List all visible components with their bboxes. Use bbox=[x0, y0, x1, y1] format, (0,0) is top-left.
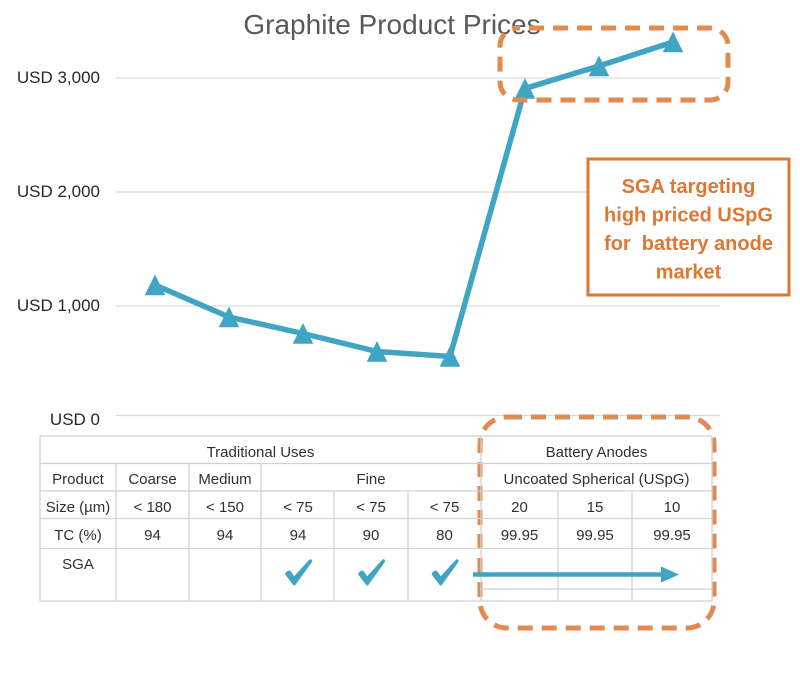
svg-text:< 75: < 75 bbox=[430, 499, 460, 516]
svg-text:99.95: 99.95 bbox=[653, 527, 691, 544]
svg-text:20: 20 bbox=[511, 499, 528, 516]
svg-text:< 75: < 75 bbox=[283, 499, 313, 516]
svg-text:Product: Product bbox=[52, 471, 105, 488]
svg-text:USD 3,000: USD 3,000 bbox=[17, 68, 100, 87]
svg-text:SGA targeting: SGA targeting bbox=[622, 176, 756, 198]
svg-text:market: market bbox=[656, 262, 722, 284]
svg-text:< 180: < 180 bbox=[134, 499, 172, 516]
svg-text:USD 0: USD 0 bbox=[50, 410, 100, 429]
svg-text:Graphite Product Prices: Graphite Product Prices bbox=[243, 9, 540, 40]
svg-text:94: 94 bbox=[144, 527, 161, 544]
svg-text:94: 94 bbox=[290, 527, 307, 544]
svg-text:USD 2,000: USD 2,000 bbox=[17, 182, 100, 201]
svg-text:15: 15 bbox=[587, 499, 604, 516]
svg-text:Traditional Uses: Traditional Uses bbox=[207, 444, 315, 461]
svg-text:Medium: Medium bbox=[198, 471, 251, 488]
svg-text:< 150: < 150 bbox=[206, 499, 244, 516]
svg-text:high priced USpG: high priced USpG bbox=[604, 205, 773, 227]
svg-text:< 75: < 75 bbox=[356, 499, 386, 516]
svg-text:Coarse: Coarse bbox=[128, 471, 176, 488]
svg-text:Battery Anodes: Battery Anodes bbox=[546, 444, 648, 461]
svg-text:90: 90 bbox=[363, 527, 380, 544]
svg-text:10: 10 bbox=[664, 499, 681, 516]
svg-text:94: 94 bbox=[217, 527, 234, 544]
svg-text:SGA: SGA bbox=[62, 556, 94, 573]
svg-text:for battery anode: for battery anode bbox=[604, 233, 773, 255]
svg-text:Fine: Fine bbox=[356, 471, 385, 488]
svg-text:Uncoated Spherical (USpG): Uncoated Spherical (USpG) bbox=[504, 471, 690, 488]
svg-text:Size (µm): Size (µm) bbox=[46, 499, 110, 516]
svg-text:USD 1,000: USD 1,000 bbox=[17, 296, 100, 315]
svg-text:99.95: 99.95 bbox=[501, 527, 539, 544]
svg-text:TC (%): TC (%) bbox=[54, 527, 102, 544]
svg-text:80: 80 bbox=[436, 527, 453, 544]
svg-text:99.95: 99.95 bbox=[576, 527, 614, 544]
